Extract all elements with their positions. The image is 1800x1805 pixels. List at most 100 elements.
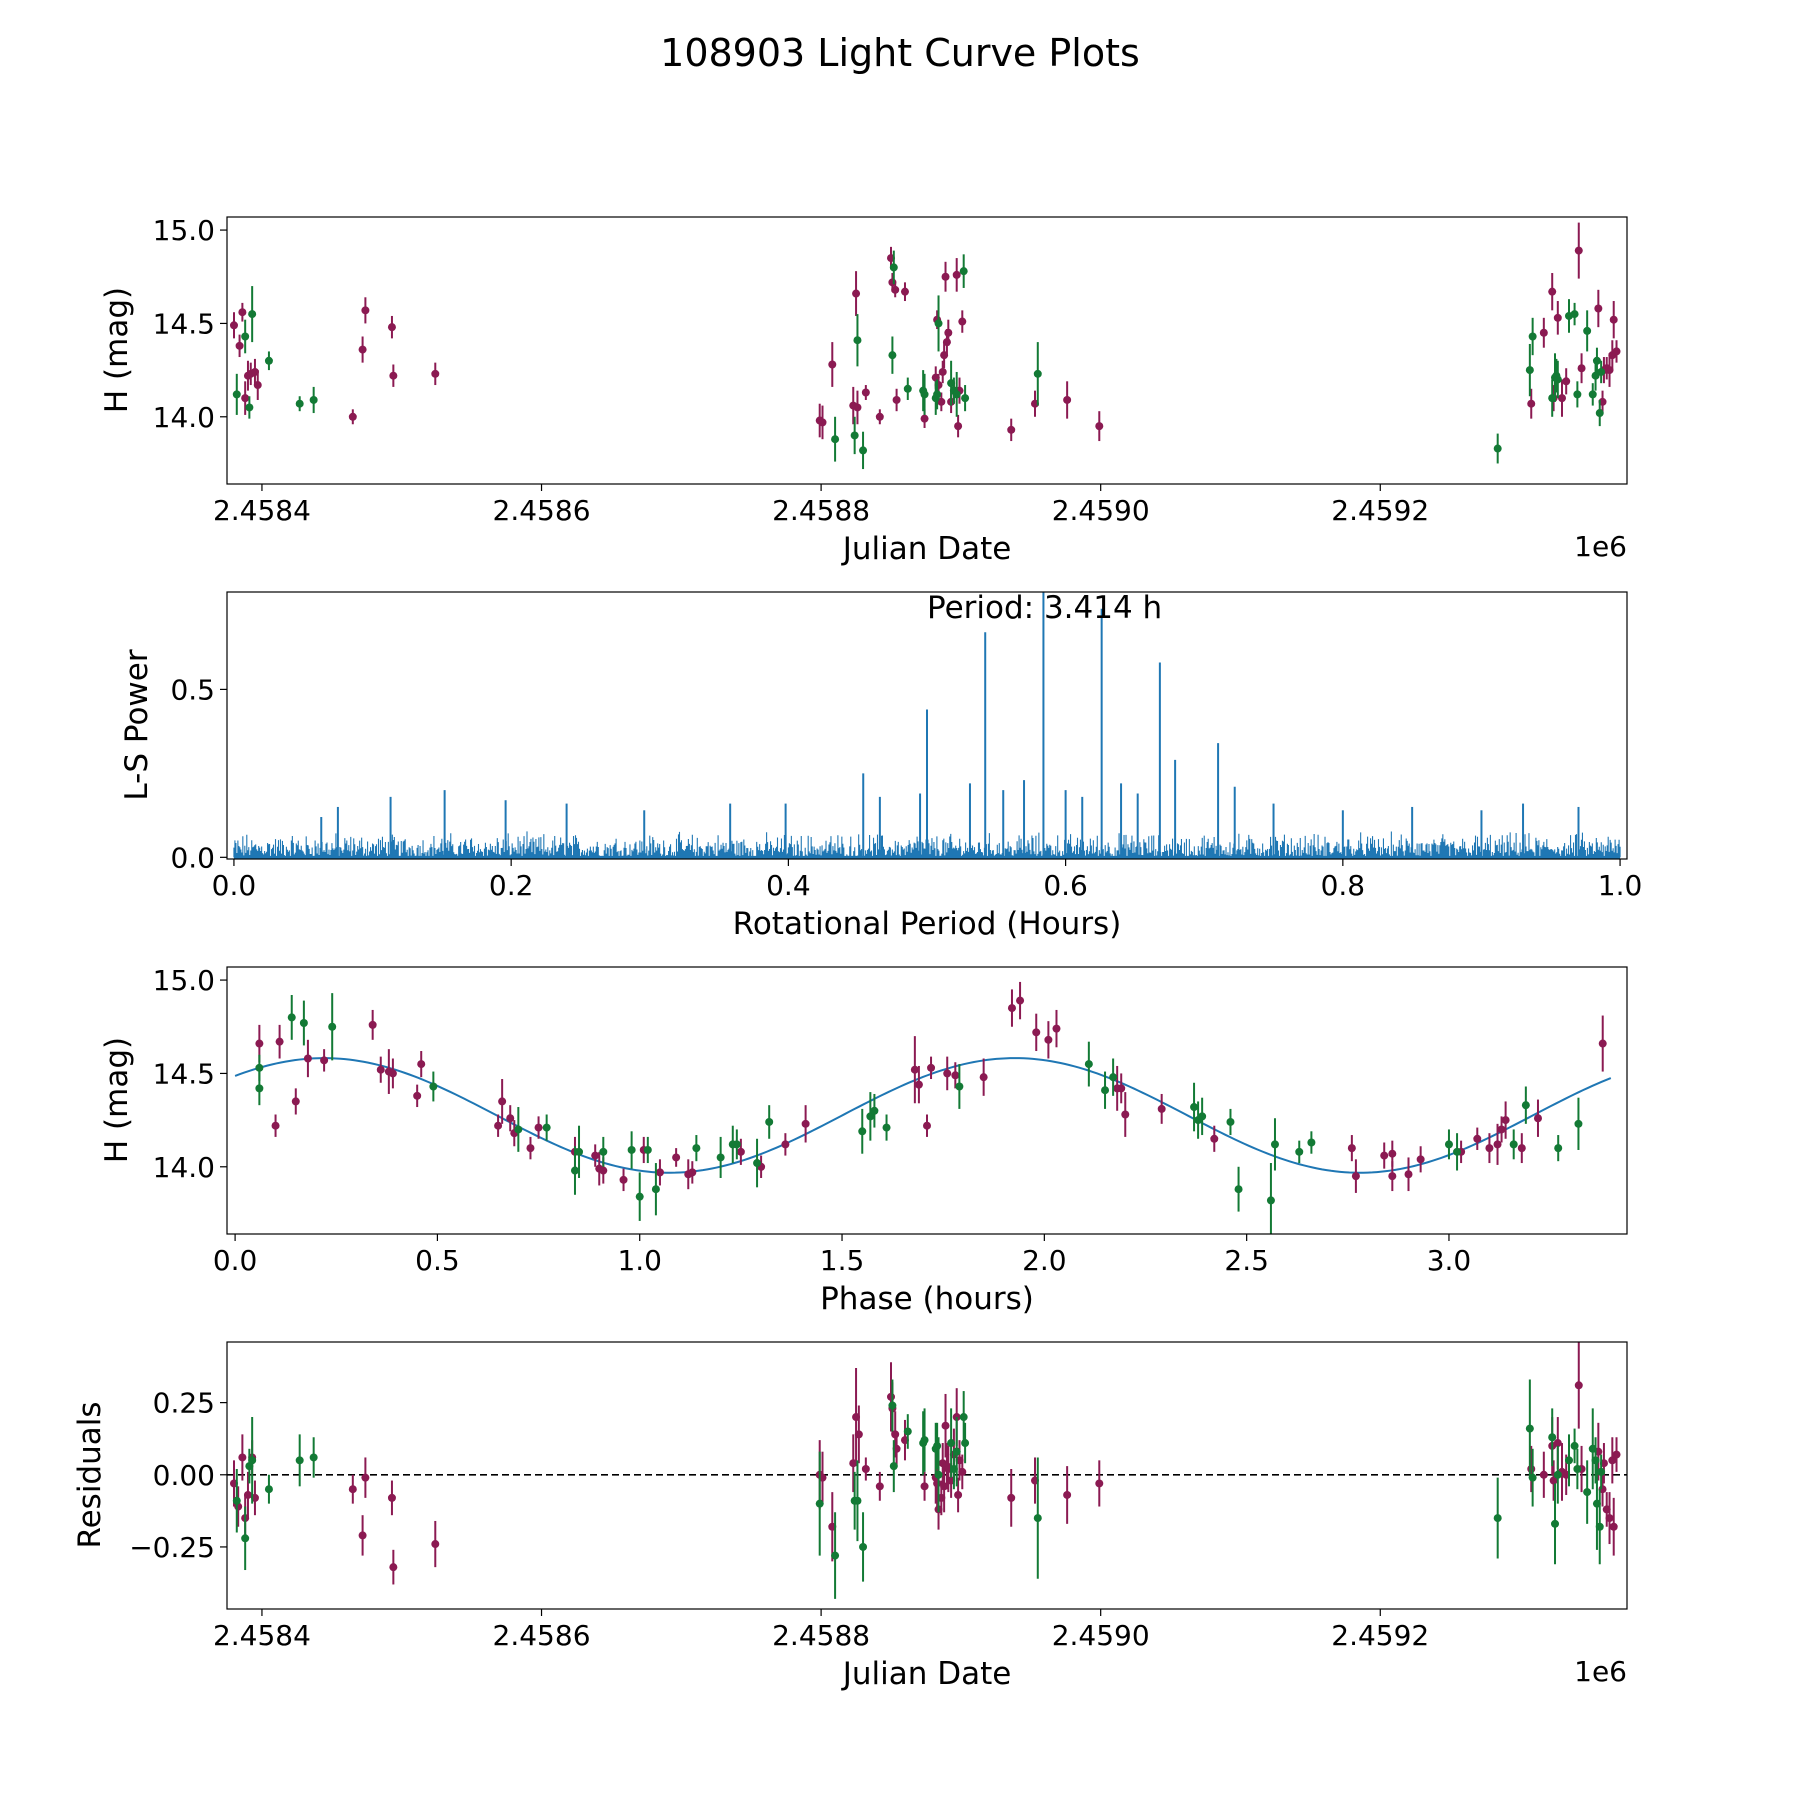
- data-point: [1588, 390, 1597, 399]
- data-point: [229, 321, 238, 330]
- y-tick-label: 0.00: [153, 1459, 215, 1492]
- period-annotation: Period: 3.414 h: [927, 590, 1162, 626]
- data-point: [688, 1168, 697, 1177]
- data-point: [859, 1542, 868, 1551]
- data-point: [1485, 1144, 1494, 1153]
- data-point: [781, 1140, 790, 1149]
- data-point: [299, 1019, 308, 1028]
- data-point: [933, 390, 942, 399]
- data-point: [959, 267, 968, 276]
- data-point: [243, 1490, 252, 1499]
- data-point: [1645, 1482, 1653, 1490]
- data-point: [1007, 425, 1016, 434]
- data-point: [1612, 1450, 1621, 1459]
- data-point: [736, 1147, 745, 1156]
- data-point: [417, 1060, 426, 1069]
- data-point: [264, 356, 273, 365]
- data-point: [979, 1073, 988, 1082]
- data-point: [959, 1413, 968, 1422]
- x-tick-label: 2.4590: [1052, 494, 1150, 527]
- data-point: [591, 1151, 600, 1160]
- phased-panel: 0.0 0.5 1.0 1.5 2.0 2.5 3.0 14.0 14.5 15.0 Phase …: [99, 964, 1628, 1317]
- data-point: [1190, 1103, 1199, 1112]
- phased-ticks: 0.0 0.5 1.0 1.5 2.0 2.5 3.0 14.0 14.5 15.0: [153, 964, 1472, 1277]
- data-point: [933, 1479, 942, 1488]
- data-point: [858, 1127, 867, 1136]
- data-point: [1573, 1465, 1582, 1474]
- y-tick-label: −0.25: [129, 1531, 215, 1564]
- data-point: [1527, 399, 1536, 408]
- data-point: [309, 395, 318, 404]
- x-tick-label: 2.4588: [772, 494, 870, 527]
- data-point: [275, 1037, 284, 1046]
- data-point: [1525, 1424, 1534, 1433]
- data-point: [1557, 394, 1566, 403]
- data-point: [241, 394, 250, 403]
- x-tick-label: 2.0: [1022, 1244, 1067, 1277]
- data-point: [1084, 1060, 1093, 1069]
- data-point: [1631, 1448, 1639, 1456]
- data-point: [952, 390, 961, 399]
- data-point: [255, 1039, 264, 1048]
- data-point: [570, 1166, 579, 1175]
- data-point: [692, 1144, 701, 1153]
- y-tick-label: 0.25: [153, 1387, 215, 1420]
- data-point: [941, 272, 950, 281]
- x-tick-label: 1.5: [820, 1244, 865, 1277]
- data-point: [951, 1071, 960, 1080]
- data-point: [1521, 1101, 1530, 1110]
- data-point: [1592, 356, 1601, 365]
- data-point: [1295, 1147, 1304, 1156]
- data-point: [1574, 1381, 1583, 1390]
- data-point: [920, 390, 929, 399]
- data-point: [255, 1063, 264, 1072]
- x-tick-label: 2.4584: [213, 494, 311, 527]
- data-point: [1564, 1456, 1573, 1465]
- y-tick-label: 14.5: [153, 307, 215, 340]
- residuals-ylabel: Residuals: [72, 1401, 108, 1548]
- data-point: [238, 1453, 247, 1462]
- y-tick-label: 14.5: [153, 1057, 215, 1090]
- lightcurve-marks: [229, 222, 1621, 470]
- data-point: [241, 332, 250, 341]
- lightcurve-panel: 2.4584 2.4586 2.4588 2.4590 2.4592 14.0 14.5 15…: [99, 214, 1628, 567]
- data-point: [1509, 1140, 1518, 1149]
- y-tick-label: 14.0: [153, 1151, 215, 1184]
- data-point: [765, 1117, 774, 1126]
- phased-xlabel: Phase (hours): [820, 1281, 1034, 1317]
- data-point: [853, 1496, 862, 1505]
- series-series_a: [229, 1342, 1653, 1585]
- data-point: [1591, 1456, 1600, 1465]
- data-point: [1570, 1441, 1579, 1450]
- data-point: [892, 395, 901, 404]
- data-point: [716, 1153, 725, 1162]
- data-point: [1063, 395, 1072, 404]
- lightcurve-ticks: 2.4584 2.4586 2.4588 2.4590 2.4592 14.0 14.5 15…: [153, 214, 1430, 527]
- data-point: [1404, 1170, 1413, 1179]
- residuals-xlabel: Julian Date: [841, 1656, 1012, 1692]
- data-point: [889, 1462, 898, 1471]
- data-point: [1527, 1465, 1536, 1474]
- data-point: [291, 1097, 300, 1106]
- data-point: [619, 1175, 628, 1184]
- data-point: [850, 431, 859, 440]
- data-point: [303, 1054, 312, 1063]
- data-point: [1539, 328, 1548, 337]
- series-series_a: [229, 222, 1621, 442]
- data-point: [328, 1022, 337, 1031]
- periodogram-frame: [226, 591, 1628, 860]
- data-point: [952, 1447, 961, 1456]
- data-point: [494, 1121, 503, 1130]
- data-point: [1525, 366, 1534, 375]
- data-point: [954, 422, 963, 431]
- data-point: [927, 1063, 936, 1072]
- data-point: [1016, 996, 1025, 1005]
- data-point: [232, 1496, 241, 1505]
- data-point: [1608, 1456, 1617, 1465]
- data-point: [934, 1470, 943, 1479]
- data-point: [1609, 1522, 1618, 1531]
- data-point: [635, 1192, 644, 1201]
- data-point: [853, 336, 862, 345]
- data-point: [732, 1140, 741, 1149]
- data-point: [828, 360, 837, 369]
